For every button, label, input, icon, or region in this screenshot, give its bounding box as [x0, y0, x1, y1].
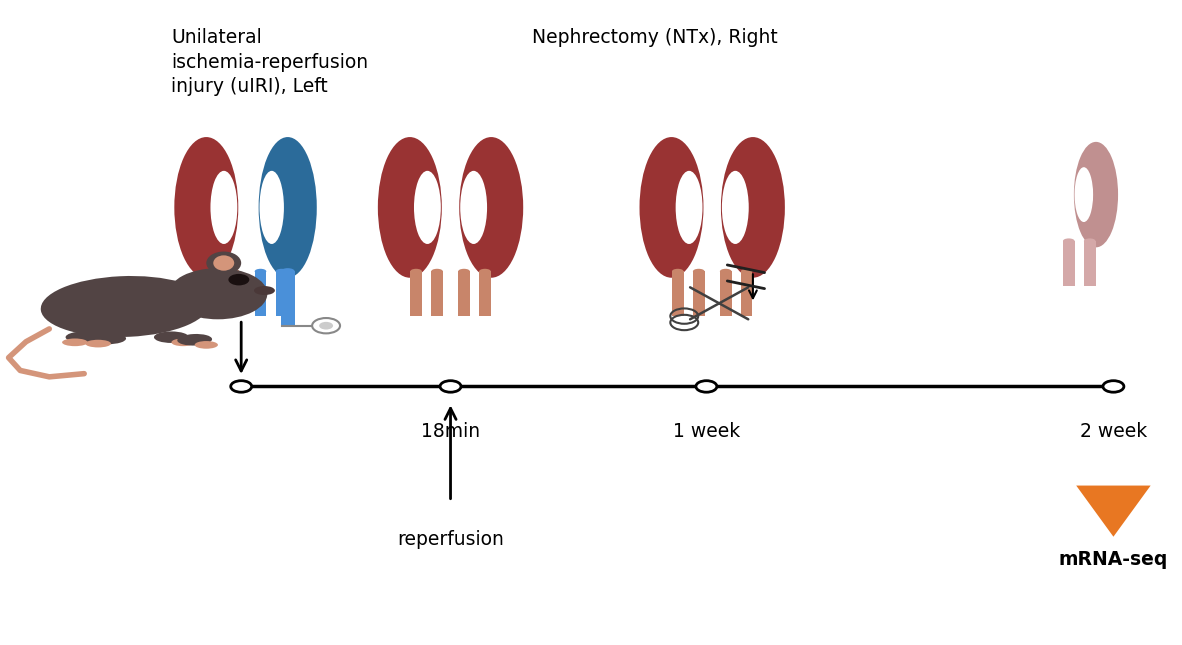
Text: Nephrectomy (NTx), Right: Nephrectomy (NTx), Right: [532, 28, 778, 47]
Ellipse shape: [177, 334, 212, 346]
Text: Unilateral
ischemia-reperfusion
injury (uIRI), Left: Unilateral ischemia-reperfusion injury (…: [171, 28, 369, 96]
Ellipse shape: [171, 339, 195, 346]
Bar: [671, 272, 683, 316]
Circle shape: [230, 381, 252, 392]
Ellipse shape: [254, 286, 275, 295]
Ellipse shape: [275, 269, 287, 274]
Polygon shape: [1076, 486, 1150, 537]
Ellipse shape: [720, 269, 732, 274]
Ellipse shape: [459, 269, 469, 274]
Ellipse shape: [414, 171, 441, 244]
Ellipse shape: [741, 269, 753, 274]
Ellipse shape: [259, 137, 317, 278]
Text: 18min: 18min: [421, 422, 480, 441]
Bar: [431, 272, 443, 316]
Ellipse shape: [213, 255, 234, 271]
Ellipse shape: [40, 276, 209, 337]
Bar: [479, 272, 491, 316]
Ellipse shape: [207, 252, 241, 275]
Ellipse shape: [260, 171, 284, 244]
Ellipse shape: [89, 333, 126, 344]
Bar: [228, 272, 239, 316]
Ellipse shape: [169, 268, 267, 319]
Bar: [254, 272, 266, 316]
Circle shape: [319, 322, 333, 330]
Ellipse shape: [210, 171, 238, 244]
Text: 2 week: 2 week: [1080, 422, 1147, 441]
Ellipse shape: [460, 171, 487, 244]
Bar: [693, 272, 704, 316]
Ellipse shape: [154, 332, 189, 343]
Text: 1 week: 1 week: [673, 422, 740, 441]
Ellipse shape: [1063, 239, 1074, 244]
Circle shape: [696, 381, 716, 392]
Ellipse shape: [410, 269, 422, 274]
Ellipse shape: [479, 269, 491, 274]
Ellipse shape: [174, 137, 239, 278]
Ellipse shape: [207, 269, 219, 274]
Ellipse shape: [722, 171, 748, 244]
Bar: [1084, 241, 1096, 286]
Bar: [275, 272, 287, 316]
Ellipse shape: [676, 171, 702, 244]
Ellipse shape: [63, 339, 87, 346]
Bar: [459, 272, 469, 316]
Bar: [741, 272, 753, 316]
Ellipse shape: [65, 332, 103, 343]
Text: mRNA-seq: mRNA-seq: [1059, 550, 1168, 568]
Ellipse shape: [1074, 142, 1118, 248]
Ellipse shape: [1074, 167, 1093, 222]
Ellipse shape: [254, 269, 266, 274]
Circle shape: [312, 318, 340, 333]
Text: reperfusion: reperfusion: [397, 530, 504, 550]
Bar: [720, 272, 732, 316]
Ellipse shape: [195, 341, 217, 349]
Ellipse shape: [671, 269, 683, 274]
Ellipse shape: [431, 269, 443, 274]
Ellipse shape: [228, 269, 239, 274]
Bar: [207, 272, 219, 316]
Ellipse shape: [1084, 239, 1096, 244]
Ellipse shape: [639, 137, 703, 278]
Bar: [281, 272, 294, 326]
Ellipse shape: [378, 137, 442, 278]
Ellipse shape: [721, 137, 785, 278]
Circle shape: [440, 381, 461, 392]
Ellipse shape: [281, 268, 294, 275]
Ellipse shape: [693, 269, 704, 274]
Ellipse shape: [460, 137, 524, 278]
Circle shape: [1103, 381, 1124, 392]
Ellipse shape: [85, 340, 111, 348]
Bar: [410, 272, 422, 316]
Circle shape: [228, 274, 249, 285]
Bar: [1063, 241, 1074, 286]
